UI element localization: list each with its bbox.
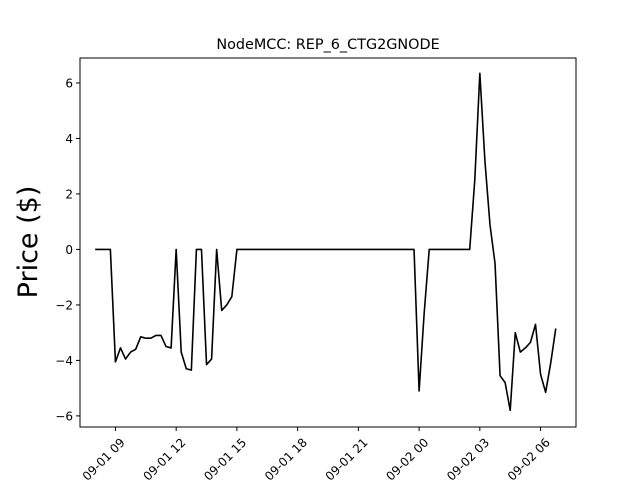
price-series-line	[95, 72, 557, 412]
y-tick-label: 2	[65, 187, 73, 201]
y-axis: 6 4 2 0 −2 −4 −6	[55, 76, 80, 423]
y-tick-label: −2	[55, 298, 73, 312]
y-tick-label: −4	[55, 354, 73, 368]
chart-title: NodeMCC: REP_6_CTG2GNODE	[216, 37, 439, 53]
plot-frame	[79, 57, 577, 428]
y-tick-label: 4	[65, 132, 73, 146]
y-axis-label: Price ($)	[13, 186, 44, 299]
y-tick-label: 6	[65, 76, 73, 90]
plot-area	[95, 72, 557, 412]
y-tick-label: −6	[55, 409, 73, 423]
y-tick-label: 0	[65, 243, 73, 257]
